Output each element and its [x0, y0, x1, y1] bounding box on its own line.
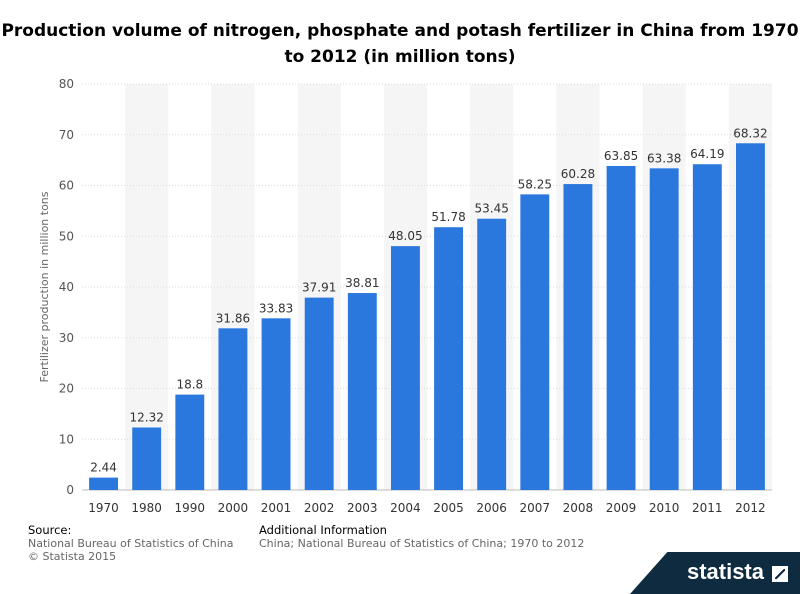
- x-tick-label: 2002: [304, 501, 335, 515]
- source-block: Source: National Bureau of Statistics of…: [28, 523, 234, 564]
- x-tick-label: 1990: [175, 501, 206, 515]
- data-label: 37.91: [302, 281, 336, 295]
- bar-2012[interactable]: [735, 143, 765, 490]
- y-tick-label: 10: [59, 432, 74, 446]
- y-tick-label: 30: [59, 331, 74, 345]
- bar-chart: 0 10 20 30 40 50 60 70 80 2.44 1970 12.32 1980 18.8 19…: [38, 77, 772, 515]
- data-label: 48.05: [388, 229, 422, 243]
- x-tick-label: 2007: [520, 501, 551, 515]
- bar-1990[interactable]: [175, 394, 205, 490]
- y-tick-label: 40: [59, 280, 74, 294]
- bar-2009[interactable]: [606, 165, 636, 490]
- source-heading: Source:: [28, 523, 72, 537]
- data-label: 68.32: [733, 126, 767, 140]
- bar-2002[interactable]: [304, 297, 334, 490]
- y-tick-label: 70: [59, 128, 74, 142]
- bar-2003[interactable]: [347, 293, 377, 490]
- x-tick-label: 2001: [261, 501, 292, 515]
- data-label: 53.45: [475, 202, 509, 216]
- bar-2004[interactable]: [390, 246, 420, 490]
- bar-1970[interactable]: [89, 477, 119, 490]
- statista-logo-text: statista: [686, 559, 764, 584]
- copyright-line: © Statista 2015: [28, 550, 117, 563]
- bar-2006[interactable]: [477, 218, 507, 490]
- data-label: 12.32: [130, 410, 164, 424]
- source-line[interactable]: National Bureau of Statistics of China: [28, 537, 234, 550]
- bar-2007[interactable]: [520, 194, 550, 490]
- data-label: 38.81: [345, 276, 379, 290]
- additional-info-text: China; National Bureau of Statistics of …: [259, 537, 585, 550]
- x-tick-label: 2011: [692, 501, 723, 515]
- bar-2001[interactable]: [261, 318, 291, 490]
- y-axis-label: Fertilizer production in million tons: [38, 191, 51, 382]
- y-tick-label: 20: [59, 382, 74, 396]
- data-label: 63.85: [604, 149, 638, 163]
- data-label: 51.78: [431, 210, 465, 224]
- statista-logo-icon: [772, 566, 788, 582]
- bar-2011[interactable]: [692, 164, 722, 490]
- x-tick-label: 1970: [88, 501, 119, 515]
- x-tick-label: 2000: [218, 501, 249, 515]
- x-tick-label: 1980: [131, 501, 162, 515]
- x-tick-label: 2008: [563, 501, 594, 515]
- bar-2008[interactable]: [563, 184, 593, 491]
- x-tick-label: 2012: [735, 501, 766, 515]
- x-tick-label: 2006: [476, 501, 507, 515]
- y-tick-label: 60: [59, 179, 74, 193]
- x-tick-label: 2004: [390, 501, 421, 515]
- bar-2000[interactable]: [218, 328, 248, 490]
- data-label: 2.44: [90, 461, 117, 475]
- plot-band: [125, 84, 169, 490]
- data-label: 63.38: [647, 151, 681, 165]
- x-tick-label: 2009: [606, 501, 637, 515]
- y-tick-label: 50: [59, 229, 74, 243]
- chart-title: Production volume of nitrogen, phosphate…: [1, 21, 799, 67]
- bar-2005[interactable]: [434, 227, 464, 491]
- additional-info-block: Additional Information China; National B…: [259, 523, 585, 551]
- data-label: 33.83: [259, 301, 293, 315]
- data-label: 64.19: [690, 147, 724, 161]
- bar-2010[interactable]: [649, 168, 679, 490]
- x-tick-label: 2010: [649, 501, 680, 515]
- y-tick-label: 0: [66, 483, 74, 497]
- data-label: 18.8: [176, 378, 203, 392]
- additional-info-heading[interactable]: Additional Information: [259, 523, 387, 537]
- x-tick-label: 2003: [347, 501, 378, 515]
- data-label: 58.25: [518, 177, 552, 191]
- data-label: 31.86: [216, 311, 250, 325]
- data-label: 60.28: [561, 167, 595, 181]
- bar-1980[interactable]: [132, 427, 162, 490]
- x-tick-label: 2005: [433, 501, 464, 515]
- y-tick-label: 80: [59, 77, 74, 91]
